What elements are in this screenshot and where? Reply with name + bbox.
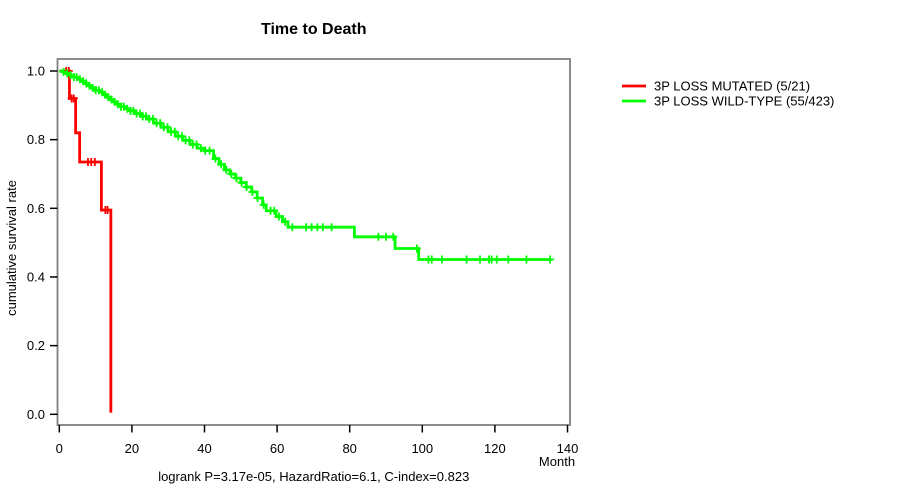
legend: 3P LOSS MUTATED (5/21) 3P LOSS WILD-TYPE…	[622, 79, 834, 109]
axes: 0 20 40 60 80 100 120 140 0.0 0.2 0.4 0.6 0.8 1.0	[27, 64, 578, 457]
survival-curves	[59, 67, 555, 413]
x-tick-label: 0	[56, 441, 63, 456]
y-tick-label: 0.6	[27, 201, 45, 216]
footer-annotation: logrank P=3.17e-05, HazardRatio=6.1, C-i…	[158, 469, 469, 484]
y-axis-label: cumulative survival rate	[4, 180, 19, 316]
x-tick-label: 80	[342, 441, 356, 456]
y-tick-label: 0.0	[27, 407, 45, 422]
censor-marks-wildtype	[59, 68, 555, 264]
survival-curve-mutated	[59, 69, 113, 413]
x-tick-label: 20	[125, 441, 139, 456]
x-tick-label: 40	[197, 441, 211, 456]
y-tick-label: 0.8	[27, 132, 45, 147]
x-tick-label: 60	[270, 441, 284, 456]
legend-label-wildtype: 3P LOSS WILD-TYPE (55/423)	[654, 94, 834, 109]
x-tick-label: 120	[484, 441, 506, 456]
chart-title: Time to Death	[261, 21, 367, 38]
y-tick-label: 1.0	[27, 64, 45, 79]
y-tick-label: 0.2	[27, 338, 45, 353]
legend-label-mutated: 3P LOSS MUTATED (5/21)	[654, 79, 810, 94]
x-axis-label: Month	[539, 454, 575, 469]
x-tick-label: 100	[411, 441, 433, 456]
y-tick-label: 0.4	[27, 269, 45, 284]
plot-box	[56, 58, 571, 426]
x-tick-label: 140	[557, 441, 579, 456]
